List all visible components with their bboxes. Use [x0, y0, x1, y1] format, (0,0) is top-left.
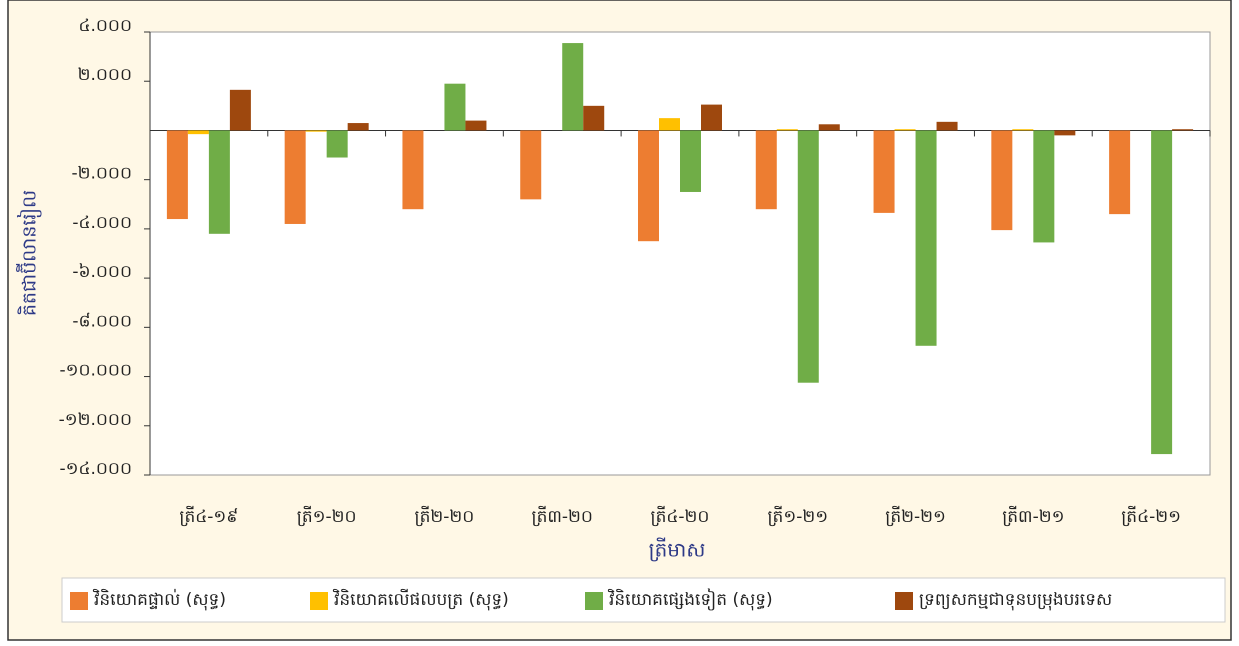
bar	[347, 123, 369, 131]
bar	[873, 130, 895, 213]
x-axis-label: ត្រីមាស	[649, 537, 706, 562]
bar	[894, 129, 916, 131]
bar	[465, 120, 487, 131]
bar	[991, 130, 1013, 231]
bar	[1109, 130, 1131, 215]
bar	[326, 130, 348, 158]
y-tick-label: -១៤.០០០	[59, 459, 132, 479]
legend-label: ទ្រព្យសកម្មជាទុនបម្រុងបរទេស	[919, 590, 1112, 611]
bar	[1151, 130, 1173, 455]
y-tick-label: -២.០០០	[71, 164, 132, 184]
y-tick-label: ២.០០០	[78, 65, 132, 85]
bar	[659, 118, 680, 131]
x-tick-label: ត្រី៤-២០	[651, 505, 710, 527]
legend-swatch	[70, 592, 88, 610]
y-tick-label: -៦.០០០	[72, 262, 132, 282]
bar	[776, 129, 798, 131]
bar	[284, 130, 306, 224]
y-tick-label: -១២.០០០	[59, 410, 132, 430]
bar	[520, 130, 542, 200]
bar	[187, 130, 209, 135]
legend-label: វិនិយោគផ្សេងទៀត (សុទ្ធ)	[607, 588, 772, 611]
bar	[680, 130, 701, 192]
bar	[1054, 130, 1076, 136]
y-tick-label: -៨.០០០	[72, 311, 132, 331]
y-tick-label: -១០.០០០	[59, 361, 132, 381]
bar	[1033, 130, 1055, 243]
bar	[936, 121, 958, 131]
bar	[166, 130, 188, 220]
x-tick-label: ត្រី៣-២១	[1002, 505, 1064, 527]
bar	[583, 105, 605, 131]
x-tick-label: ត្រី៤-២១	[1121, 505, 1181, 527]
bar	[305, 130, 327, 132]
bar	[1172, 129, 1194, 131]
bar	[797, 130, 819, 383]
x-tick-label: ត្រី១-២០	[297, 505, 357, 527]
x-tick-label: ត្រី៤-១៩	[179, 505, 238, 527]
bar	[638, 130, 659, 242]
y-tick-label: -៤.០០០	[72, 213, 132, 233]
bar	[444, 83, 466, 131]
legend-swatch	[310, 592, 328, 610]
legend-label: វិនិយោគលើផលបត្រ (សុទ្ធ)	[332, 588, 508, 611]
x-tick-label: ត្រី២-២០	[415, 505, 475, 527]
bar	[701, 104, 722, 131]
bar	[562, 43, 584, 131]
x-tick-label: ត្រី៣-២០	[532, 505, 593, 527]
x-tick-label: ត្រី១-២១	[767, 505, 828, 527]
bar	[818, 124, 840, 131]
legend-swatch	[585, 592, 603, 610]
legend-swatch	[895, 592, 913, 610]
bar	[755, 130, 777, 210]
plot-area	[149, 31, 1211, 476]
bar	[208, 130, 230, 234]
bar	[1012, 129, 1034, 131]
bar	[229, 89, 251, 131]
y-axis-label: គិតជាប៊ីលានរៀល	[16, 190, 43, 316]
legend-label: វិនិយោគផ្ទាល់ (សុទ្ធ)	[92, 588, 226, 611]
y-tick-label: ៤.០០០	[78, 16, 132, 36]
x-tick-label: ត្រី២-២១	[885, 505, 946, 527]
legend	[61, 577, 1226, 623]
bar	[915, 130, 937, 346]
bar	[402, 130, 424, 210]
